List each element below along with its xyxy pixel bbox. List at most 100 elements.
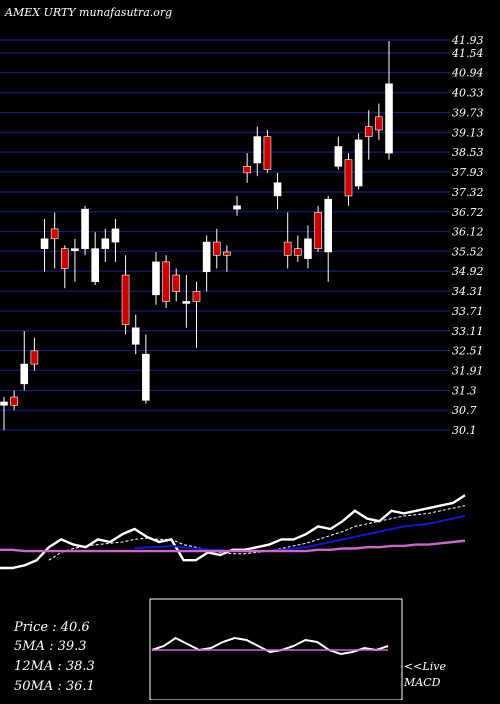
candle	[142, 334, 150, 404]
candle	[192, 281, 201, 348]
candle-body	[344, 159, 353, 197]
ma5-stat: 5MA : 39.3	[14, 639, 87, 654]
y-tick-label: 34.92	[452, 265, 484, 278]
candle	[334, 136, 343, 170]
candle-body	[385, 83, 393, 154]
ma-line-50ma	[0, 539, 466, 553]
candle-body	[40, 238, 49, 249]
ma50-stat: 50MA : 36.1	[14, 679, 95, 694]
candle-body	[273, 182, 282, 197]
candle	[71, 238, 79, 282]
candle	[91, 232, 99, 285]
candle-body	[354, 139, 363, 187]
y-tick-label: 31.91	[452, 364, 484, 377]
candle-body	[243, 165, 251, 174]
candle	[314, 205, 322, 252]
candle	[121, 255, 130, 335]
macd-label: MACD	[403, 676, 441, 689]
candle-body	[60, 248, 69, 269]
candle-body	[91, 248, 99, 282]
candle	[10, 390, 18, 411]
candle	[81, 205, 89, 256]
candle-body	[0, 401, 8, 406]
candle	[243, 153, 251, 183]
candle	[182, 275, 191, 328]
ma-line-12ma	[134, 515, 466, 553]
y-tick-label: 35.52	[452, 245, 484, 258]
candle-body	[304, 238, 312, 259]
macd-line	[151, 636, 389, 656]
y-tick-label: 30.1	[452, 424, 477, 437]
candle-body	[121, 274, 130, 325]
y-tick-label: 36.72	[452, 206, 484, 219]
candle-body	[324, 198, 333, 253]
y-tick-label: 37.93	[452, 166, 484, 179]
candle-body	[364, 126, 373, 137]
candle	[101, 228, 110, 262]
candle-body	[263, 136, 272, 170]
candle-body	[192, 291, 201, 302]
candle-body	[142, 353, 150, 401]
candle	[111, 219, 120, 262]
candle	[30, 337, 39, 371]
candle	[223, 245, 231, 272]
candle	[283, 212, 292, 269]
y-tick-label: 31.3	[452, 384, 477, 397]
candle-body	[314, 212, 322, 249]
candle	[364, 110, 373, 160]
y-tick-label: 40.94	[451, 67, 484, 80]
candle-body	[212, 241, 221, 256]
ma-line-price	[0, 494, 466, 570]
candle-body	[111, 228, 120, 243]
candle	[375, 103, 383, 140]
chart-title: AMEX URTY munafasutra.org	[4, 6, 172, 19]
y-tick-label: 30.7	[452, 404, 477, 417]
candle-body	[182, 301, 191, 304]
candle-body	[101, 238, 110, 249]
candle	[253, 126, 262, 177]
candle-body	[202, 241, 211, 273]
candle	[60, 245, 69, 289]
candle	[40, 219, 49, 272]
candle-body	[20, 363, 29, 385]
candle	[304, 225, 312, 269]
y-tick-label: 39.73	[452, 107, 484, 120]
y-tick-label: 39.13	[452, 126, 484, 139]
moving-average-panel	[0, 494, 466, 570]
candle	[385, 40, 393, 160]
y-tick-label: 33.11	[452, 325, 484, 338]
candle	[172, 268, 181, 302]
candle	[233, 195, 241, 216]
candle	[294, 235, 302, 262]
candle-body	[294, 248, 302, 256]
candle-body	[162, 261, 170, 302]
candle-body	[131, 327, 140, 345]
y-tick-label: 32.51	[452, 345, 484, 358]
candle-body	[81, 208, 89, 249]
candle-body	[253, 136, 262, 164]
candle	[324, 195, 333, 282]
price-grid	[0, 39, 450, 431]
candle-body	[71, 248, 79, 251]
y-tick-label: 41.93	[451, 34, 484, 47]
ma12-stat: 12MA : 38.3	[14, 659, 95, 674]
candle-body	[152, 261, 160, 296]
candle-body	[223, 251, 231, 256]
candle-body	[50, 228, 59, 240]
candle-body	[283, 241, 292, 256]
candlestick-series	[0, 40, 393, 430]
candle	[152, 251, 160, 305]
candle	[263, 130, 272, 173]
candle-body	[233, 205, 241, 210]
y-tick-label: 41.54	[451, 47, 484, 60]
candle	[50, 212, 59, 269]
ma-line-5ma	[48, 505, 466, 561]
candle	[0, 397, 8, 430]
candle-body	[334, 146, 343, 167]
candle-body	[172, 274, 181, 292]
y-tick-label: 33.71	[452, 305, 484, 318]
candle-body	[10, 396, 18, 406]
candle-body	[30, 350, 39, 365]
